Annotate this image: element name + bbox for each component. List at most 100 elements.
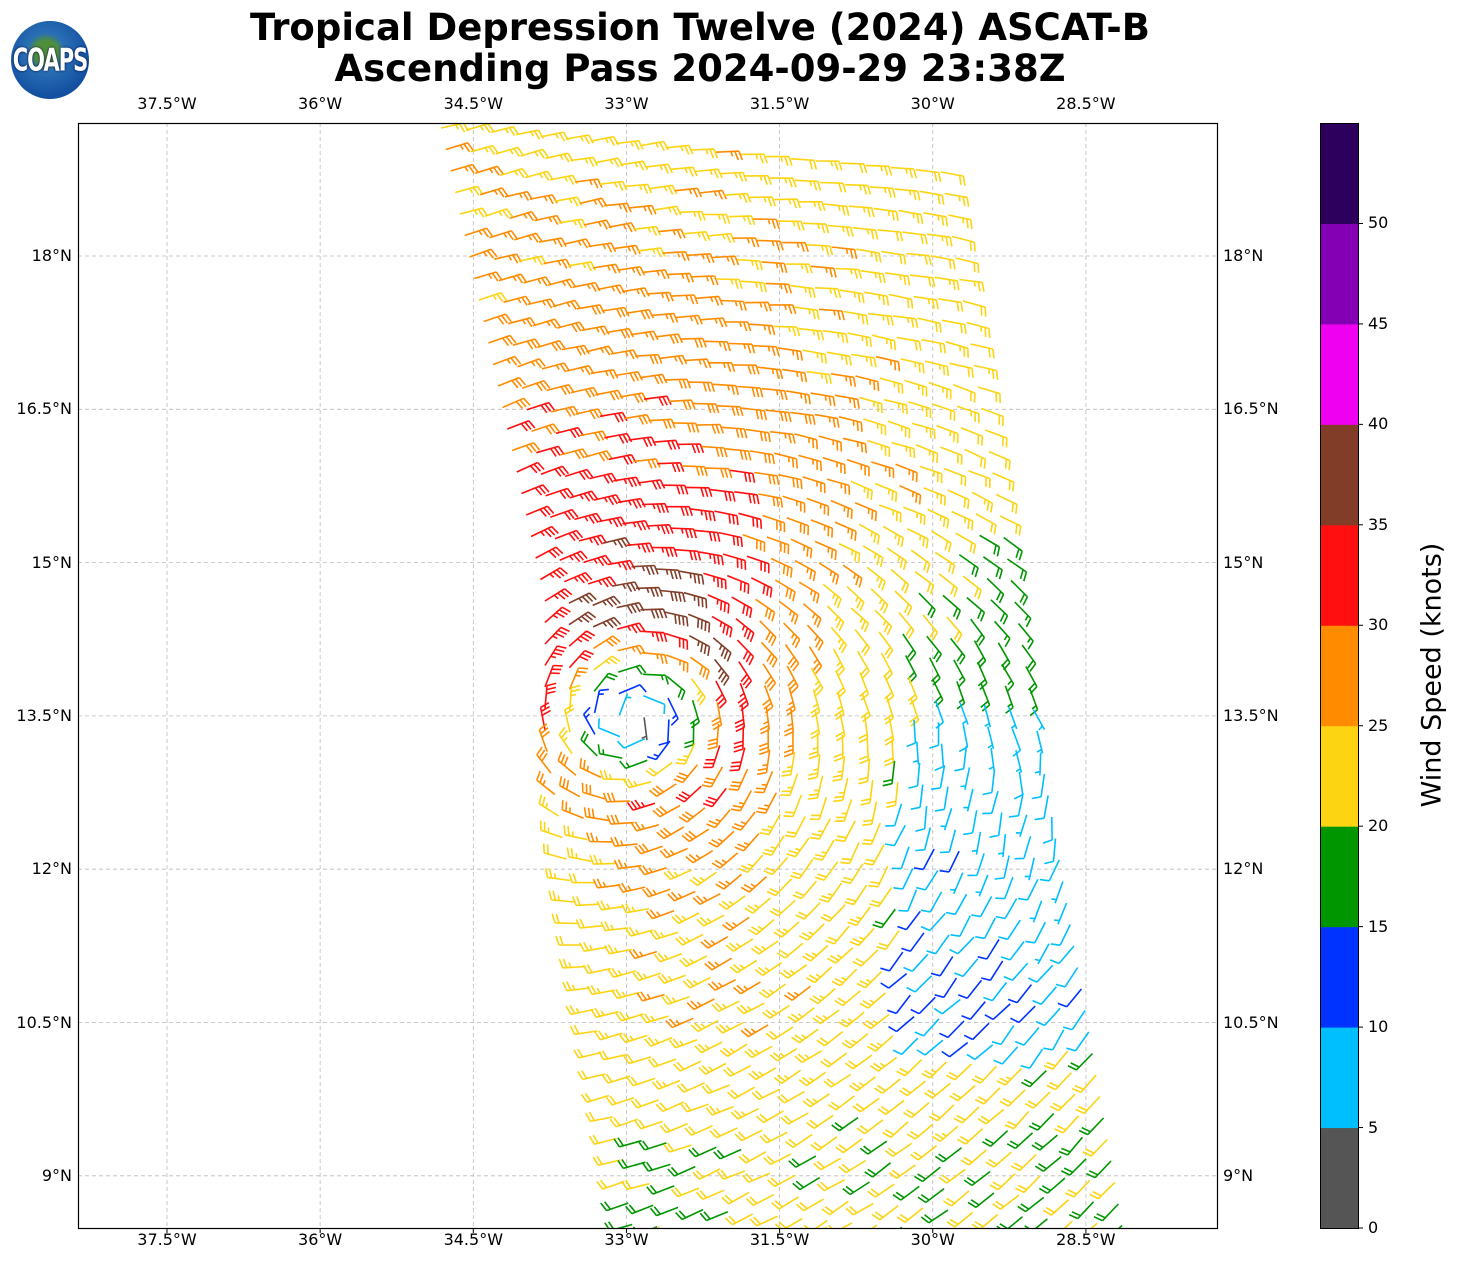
wind-barb [994,855,1010,880]
wind-barb [753,344,780,357]
wind-barb [915,444,939,463]
wind-barb [988,747,995,772]
wind-barb [858,737,870,765]
wind-barb [733,981,761,995]
wind-barb [641,652,668,665]
wind-barb [1049,945,1075,965]
wind-barb [692,1168,721,1180]
wind-barb [544,626,570,645]
wind-barb [566,364,595,376]
wind-barb [790,284,816,299]
wind-barb [949,1084,976,1102]
wind-barb [566,847,592,862]
wind-barb [856,970,883,989]
wind-barb [568,592,597,604]
wind-barb [558,218,587,229]
wind-barb [883,739,895,767]
wind-barb [928,1104,955,1122]
wind-barb [953,659,966,688]
wind-barb [663,1142,692,1153]
wind-barb [545,152,574,163]
wind-barb [563,238,592,249]
wind-barb [617,266,646,277]
wind-barb [870,588,889,614]
wind-barb [961,1001,986,1021]
wind-barb [708,362,736,373]
wind-barb [730,790,753,812]
wind-barb [711,615,733,638]
wind-barb [1014,601,1032,628]
wind-barb [704,1233,732,1242]
wind-barb [664,378,692,389]
wind-barb [630,330,659,341]
wind-barb [737,682,749,712]
lon-label-bottom: 37.5°W [137,1230,197,1249]
wind-barb [758,728,770,756]
wind-barb [981,407,1004,427]
wind-barb [681,465,708,477]
wind-barb [826,351,852,366]
wind-barb [892,315,919,329]
wind-barb [931,1125,959,1142]
wind-barb [960,767,971,791]
wind-barb [930,765,946,791]
wind-barb [867,1183,895,1198]
colorbar-bin [1320,123,1358,224]
wind-barb [673,764,699,784]
wind-barb [807,775,824,800]
wind-barb [544,682,557,709]
wind-barb [846,459,870,477]
wind-barb [786,516,810,536]
wind-barb [748,1067,777,1081]
wind-barb [794,306,820,320]
wind-barb [898,1080,926,1097]
wind-barb [527,298,557,309]
wind-barb [679,337,707,348]
wind-barb [769,304,797,315]
lon-label-top: 36°W [298,94,343,113]
wind-barb [1086,1160,1112,1179]
wind-barb [845,1202,874,1216]
wind-barb [852,226,879,240]
wind-barb [842,1181,870,1196]
wind-barb [747,918,775,936]
wind-barb [995,876,1014,900]
wind-barb [688,1146,717,1158]
wind-barb [906,975,933,993]
wind-barb [651,1079,681,1090]
wind-barb [599,411,628,423]
wind-barb [601,1073,631,1084]
lon-label-bottom: 28.5°W [1056,1230,1116,1249]
colorbar-tick-label: 20 [1368,816,1389,836]
wind-barb [876,930,900,951]
wind-barb [810,265,837,278]
wind-barb [665,1017,694,1029]
wind-barb [802,222,830,234]
wind-barb [792,1176,821,1191]
wind-barb [637,247,666,258]
wind-barb [979,1258,1005,1264]
wind-barb [588,242,617,253]
wind-barb [1015,750,1023,773]
colorbar-tick-label: 30 [1368,615,1389,635]
wind-barb [638,1140,667,1151]
wind-barb [802,603,822,628]
wind-barb [596,900,625,911]
wind-barb [670,166,698,177]
wind-barb [707,978,736,991]
wind-barb [759,813,781,836]
wind-barb [628,436,657,448]
wind-barb [745,175,772,186]
lat-label-right: 12°N [1223,859,1264,879]
wind-barb [621,287,650,298]
wind-barb [624,183,653,194]
wind-barb [661,994,690,1005]
wind-barb [610,349,639,360]
wind-barb [575,408,604,420]
wind-barb [834,394,860,409]
wind-barb [831,246,858,260]
wind-barb [579,197,608,208]
wind-barb [622,1054,652,1065]
wind-barb [778,220,805,231]
wind-barb [945,341,969,358]
